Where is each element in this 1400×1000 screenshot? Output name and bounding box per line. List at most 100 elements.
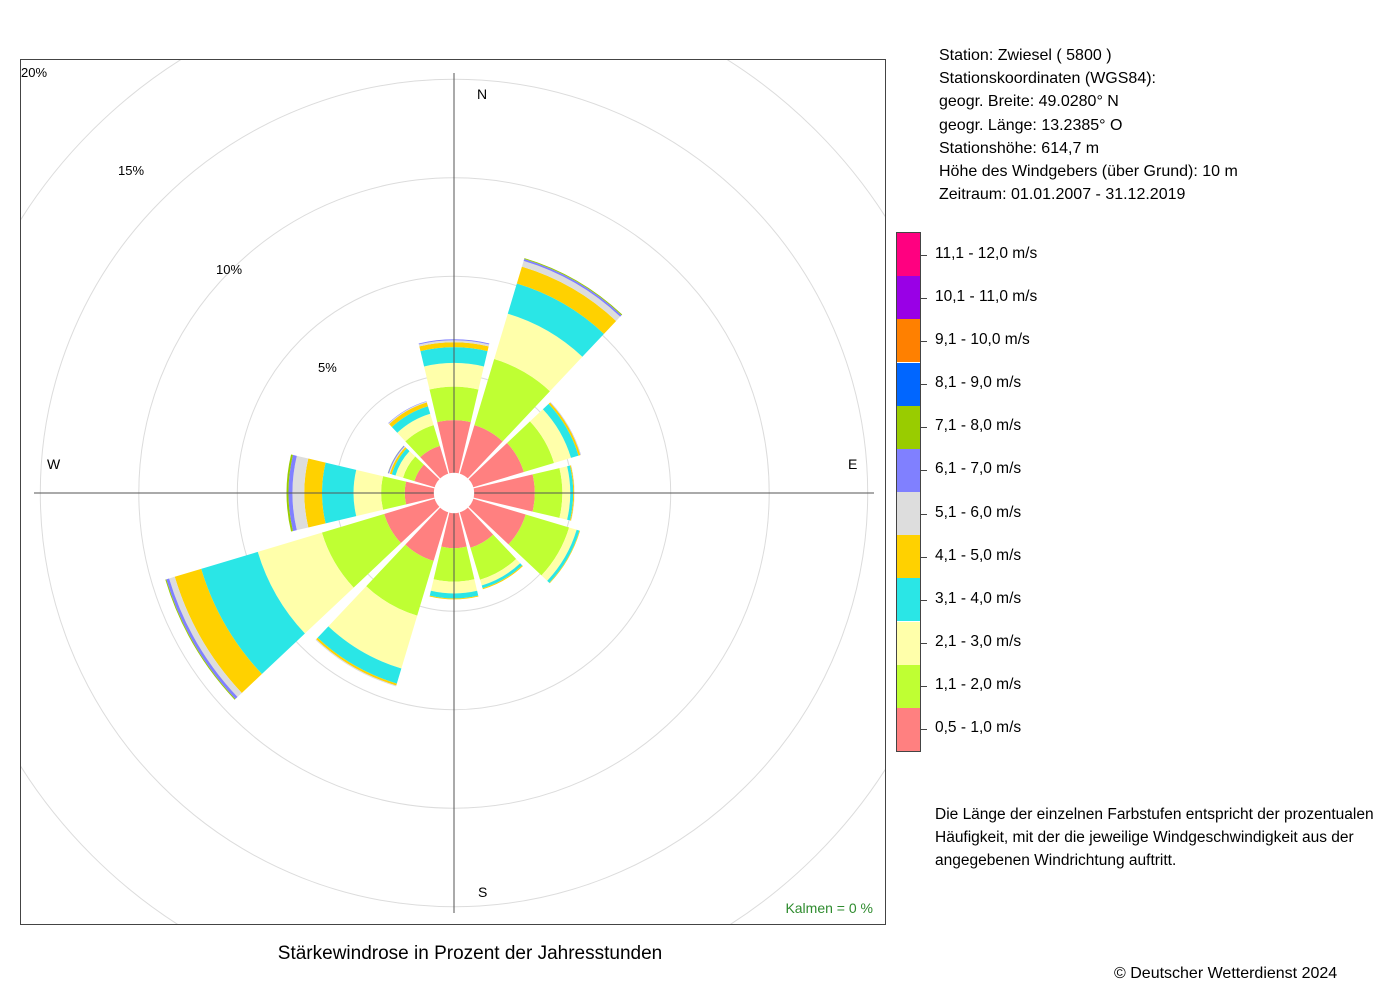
- sector-300-speed-class-3: [391, 448, 410, 476]
- sector-240-speed-class-2: [257, 532, 354, 634]
- sector-120-speed-class-3: [547, 529, 580, 583]
- legend-label-9: 9,1 - 10,0 m/s: [935, 330, 1030, 348]
- legend-label-6: 6,1 - 7,0 m/s: [935, 460, 1022, 478]
- sector-240-speed-class-1: [321, 513, 401, 588]
- sector-240-speed-class-5: [169, 576, 242, 698]
- station-coordinates-heading: Stationskoordinaten (WGS84):: [939, 70, 1156, 88]
- sector-300-speed-class-0: [414, 464, 440, 488]
- sector-300-speed-class-6: [387, 445, 405, 474]
- sector-90-speed-class-5: [570, 465, 575, 521]
- legend-swatch-1: [897, 664, 920, 708]
- legend-swatch-3: [897, 578, 920, 622]
- sector-60-speed-class-3: [542, 403, 579, 458]
- legend-tick-0: [921, 729, 927, 731]
- sector-150-speed-class-1: [470, 534, 517, 580]
- sector-120-speed-class-0: [468, 498, 526, 545]
- sector-30-speed-class-0: [459, 425, 503, 479]
- legend-tick-11: [921, 254, 927, 256]
- sector-60-speed-class-4: [548, 402, 581, 456]
- legend-swatch-6: [897, 448, 920, 492]
- sector-330-speed-class-4: [389, 402, 428, 428]
- legend-label-4: 4,1 - 5,0 m/s: [935, 546, 1022, 564]
- legend-swatch-9: [897, 319, 920, 363]
- legend-tick-4: [921, 556, 927, 558]
- center-hole: [433, 472, 475, 514]
- legend-tick-5: [921, 513, 927, 515]
- sector-0-speed-class-5: [418, 340, 490, 347]
- sector-210-speed-class-0: [405, 507, 449, 561]
- sector-270-speed-class-7: [286, 454, 293, 532]
- sector-300-speed-class-4: [389, 447, 407, 475]
- sector-30-speed-class-2: [494, 313, 583, 392]
- wind-rose-chart: [21, 60, 885, 924]
- station-longitude: geogr. Länge: 13.2385° O: [939, 116, 1123, 134]
- legend-label-5: 5,1 - 6,0 m/s: [935, 503, 1022, 521]
- sector-240-speed-class-0: [384, 498, 440, 543]
- legend-swatch-7: [897, 405, 920, 449]
- copyright: © Deutscher Wetterdienst 2024: [1114, 965, 1338, 982]
- legend-label-10: 10,1 - 11,0 m/s: [935, 287, 1038, 305]
- ring-label-10: 10%: [216, 262, 243, 277]
- legend-tick-8: [921, 384, 927, 386]
- sector-180-speed-class-4: [429, 595, 479, 600]
- speed-legend: [896, 232, 921, 752]
- legend-tick-6: [921, 470, 927, 472]
- legend-tick-1: [921, 686, 927, 688]
- station-name: Station: Zwiesel ( 5800 ): [939, 47, 1112, 64]
- sector-30-speed-class-5: [521, 260, 621, 321]
- compass-label-north: N: [477, 86, 488, 102]
- legend-swatch-0: [897, 707, 920, 751]
- sector-60-speed-class-1: [507, 421, 555, 473]
- sector-60-speed-class-2: [529, 409, 571, 463]
- time-period: Zeitraum: 01.01.2007 - 31.12.2019: [939, 186, 1186, 204]
- sector-60-speed-class-0: [468, 443, 524, 488]
- sector-150-speed-class-2: [480, 558, 521, 586]
- sector-300-speed-class-5: [388, 446, 406, 474]
- compass-label-east: E: [848, 456, 858, 472]
- compass-label-west: W: [47, 456, 61, 472]
- legend-tick-10: [921, 297, 927, 299]
- sector-90-speed-class-4: [569, 465, 575, 521]
- sector-210-speed-class-1: [366, 544, 434, 616]
- sector-330-speed-class-2: [397, 413, 434, 442]
- sector-0-speed-class-6: [418, 339, 490, 345]
- legend-label-3: 3,1 - 4,0 m/s: [935, 589, 1022, 607]
- legend-label-7: 7,1 - 8,0 m/s: [935, 417, 1022, 435]
- legend-label-1: 1,1 - 2,0 m/s: [935, 676, 1022, 694]
- legend-swatch-4: [897, 535, 920, 579]
- sector-150-speed-class-0: [459, 507, 494, 548]
- sector-330-speed-class-1: [405, 425, 440, 458]
- station-info: Station: Zwiesel ( 5800 ) Stationskoordi…: [939, 44, 1238, 206]
- legend-tick-9: [921, 340, 927, 342]
- sector-150-speed-class-3: [481, 563, 523, 589]
- sector-300-speed-class-2: [395, 451, 416, 478]
- explanation-note: Die Länge der einzelnen Farbstufen entsp…: [935, 806, 1374, 869]
- sector-120-speed-class-1: [508, 514, 570, 576]
- sector-330-speed-class-3: [391, 406, 431, 433]
- sector-240-speed-class-3: [201, 551, 305, 675]
- sector-210-speed-class-3: [317, 626, 402, 684]
- legend-swatch-11: [897, 233, 920, 277]
- ring-label-5: 5%: [318, 360, 337, 375]
- station-latitude: geogr. Breite: 49.0280° N: [939, 93, 1119, 111]
- sensor-height: Höhe des Windgebers (über Grund): 10 m: [939, 163, 1238, 181]
- sector-240-speed-class-4: [174, 568, 262, 693]
- ring-label-15: 15%: [118, 163, 145, 178]
- sector-30-speed-class-3: [507, 283, 604, 357]
- sector-330-speed-class-0: [420, 445, 449, 479]
- legend-label-0: 0,5 - 1,0 m/s: [935, 719, 1022, 737]
- chart-caption: Stärkewindrose in Prozent der Jahresstun…: [277, 943, 663, 964]
- wind-sectors: [165, 258, 623, 700]
- legend-tick-2: [921, 643, 927, 645]
- compass-label-south: S: [478, 884, 488, 900]
- legend-swatch-8: [897, 362, 920, 406]
- legend-swatch-2: [897, 621, 920, 665]
- station-elevation: Stationshöhe: 614,7 m: [939, 139, 1100, 157]
- legend-tick-3: [921, 599, 927, 601]
- legend-label-2: 2,1 - 3,0 m/s: [935, 633, 1022, 651]
- sector-90-speed-class-3: [567, 465, 574, 521]
- ring-label-20: 20%: [21, 65, 48, 80]
- sector-210-speed-class-2: [328, 586, 418, 669]
- legend-tick-7: [921, 427, 927, 429]
- wind-rose-panel: N E S W 5% 10% 15% 20% Kalmen = 0 %: [20, 59, 886, 925]
